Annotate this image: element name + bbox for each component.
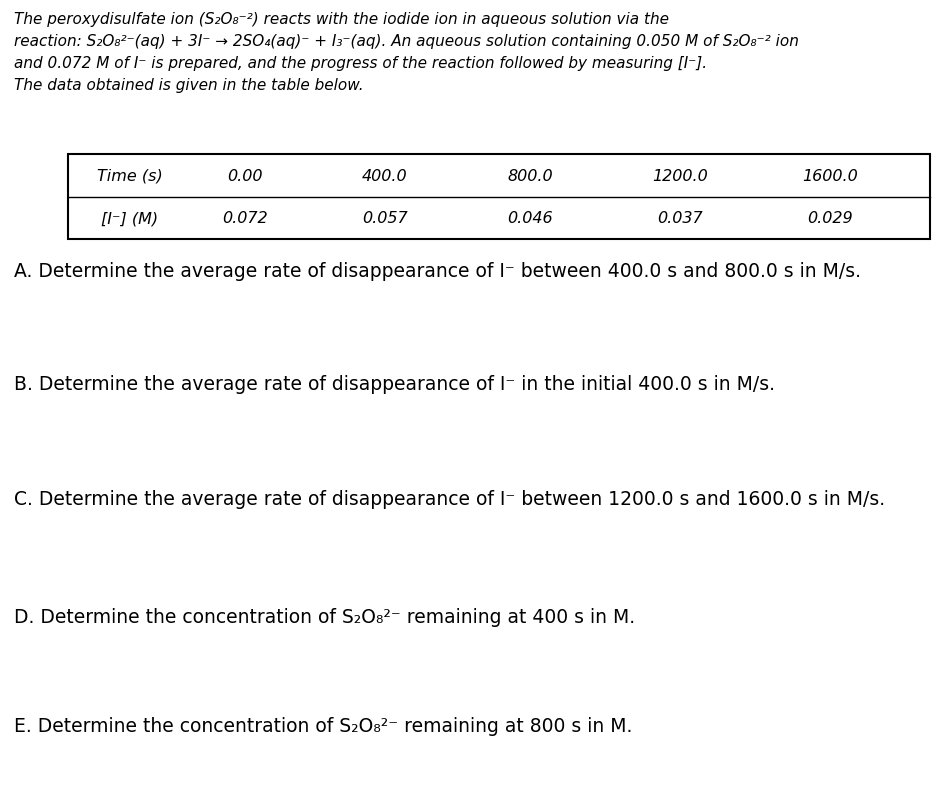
Text: and 0.072 M of I⁻ is prepared, and the progress of the reaction followed by meas: and 0.072 M of I⁻ is prepared, and the p… [14, 56, 707, 71]
Text: 0.072: 0.072 [222, 211, 268, 226]
Text: 400.0: 400.0 [362, 168, 408, 184]
Text: Time (s): Time (s) [97, 168, 163, 184]
Text: 0.029: 0.029 [807, 211, 852, 226]
Text: 1200.0: 1200.0 [652, 168, 708, 184]
Text: B. Determine the average rate of disappearance of I⁻ in the initial 400.0 s in M: B. Determine the average rate of disappe… [14, 375, 775, 394]
Text: 0.00: 0.00 [227, 168, 263, 184]
Text: E. Determine the concentration of S₂O₈²⁻ remaining at 800 s in M.: E. Determine the concentration of S₂O₈²⁻… [14, 716, 632, 735]
Text: 0.037: 0.037 [657, 211, 703, 226]
Text: 800.0: 800.0 [507, 168, 552, 184]
Text: C. Determine the average rate of disappearance of I⁻ between 1200.0 s and 1600.0: C. Determine the average rate of disappe… [14, 489, 885, 508]
Text: 0.057: 0.057 [362, 211, 408, 226]
Text: 1600.0: 1600.0 [802, 168, 858, 184]
Text: 0.046: 0.046 [507, 211, 552, 226]
Text: The peroxydisulfate ion (S₂O₈⁻²) reacts with the iodide ion in aqueous solution : The peroxydisulfate ion (S₂O₈⁻²) reacts … [14, 12, 669, 27]
Bar [68, 155, 930, 240]
Text: D. Determine the concentration of S₂O₈²⁻ remaining at 400 s in M.: D. Determine the concentration of S₂O₈²⁻… [14, 607, 635, 626]
Text: The data obtained is given in the table below.: The data obtained is given in the table … [14, 78, 363, 93]
Text: [I⁻] (M): [I⁻] (M) [101, 211, 159, 226]
Text: A. Determine the average rate of disappearance of I⁻ between 400.0 s and 800.0 s: A. Determine the average rate of disappe… [14, 261, 861, 281]
Text: reaction: S₂O₈²⁻(aq) + 3I⁻ → 2SO₄(aq)⁻ + I₃⁻(aq). An aqueous solution containing: reaction: S₂O₈²⁻(aq) + 3I⁻ → 2SO₄(aq)⁻ +… [14, 34, 798, 49]
